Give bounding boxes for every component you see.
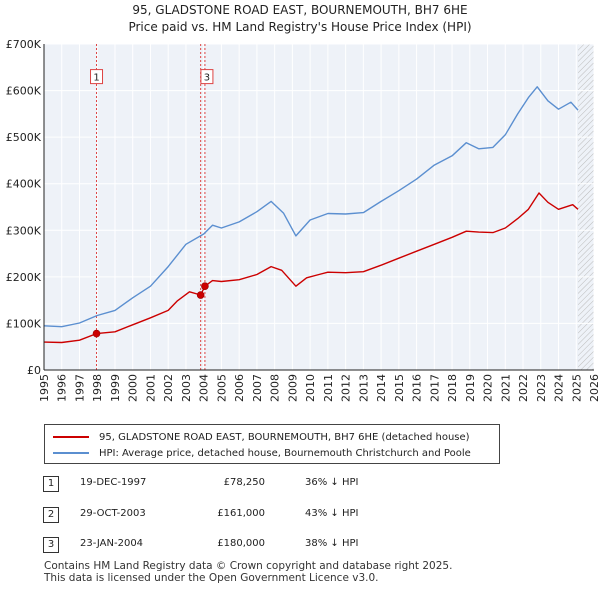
sale-point-1 — [92, 329, 101, 338]
x-tick-label: 1996 — [56, 374, 69, 402]
y-tick-label: £200K — [6, 271, 42, 284]
x-tick-label: 2000 — [127, 374, 140, 402]
x-tick-label: 2020 — [482, 374, 495, 402]
footer-line-1: Contains HM Land Registry data © Crown c… — [44, 560, 453, 572]
x-tick-label: 2007 — [251, 374, 264, 402]
transaction-number: 1 — [43, 476, 59, 492]
y-tick-label: £300K — [6, 224, 42, 237]
x-tick-label: 2005 — [215, 374, 228, 402]
x-tick-label: 2011 — [322, 374, 335, 402]
x-tick-label: 2021 — [499, 374, 512, 402]
transaction-price: £78,250 — [223, 477, 265, 488]
x-tick-label: 2018 — [446, 374, 459, 402]
sale-point-2 — [196, 291, 205, 299]
y-tick-label: £0 — [27, 364, 41, 377]
plot-area — [44, 44, 594, 370]
transaction-price: £161,000 — [217, 508, 265, 519]
legend-item-property: 95, GLADSTONE ROAD EAST, BOURNEMOUTH, BH… — [53, 430, 470, 444]
x-tick-label: 2023 — [535, 374, 548, 402]
x-tick-label: 2022 — [517, 374, 530, 402]
transaction-row: 2 29-OCT-2003 £161,000 43% ↓ HPI — [0, 507, 600, 523]
series-line-hpi — [43, 86, 579, 328]
x-tick-label: 2010 — [304, 374, 317, 402]
x-tick-label: 2026 — [588, 374, 600, 402]
x-tick-label: 2012 — [340, 374, 353, 402]
legend-label-property: 95, GLADSTONE ROAD EAST, BOURNEMOUTH, BH… — [99, 431, 470, 443]
transaction-date: 29-OCT-2003 — [80, 508, 146, 519]
x-tick-label: 2008 — [269, 374, 282, 402]
y-tick-label: £500K — [6, 131, 42, 144]
legend-swatch-property — [53, 436, 89, 438]
transaction-number: 3 — [43, 537, 59, 553]
transaction-row: 1 19-DEC-1997 £78,250 36% ↓ HPI — [0, 476, 600, 492]
chart-title: 95, GLADSTONE ROAD EAST, BOURNEMOUTH, BH… — [132, 3, 468, 17]
legend-item-hpi: HPI: Average price, detached house, Bour… — [53, 446, 471, 460]
x-tick-label: 2002 — [162, 374, 175, 402]
x-tick-label: 2017 — [428, 374, 441, 402]
marker-label-1: 1 — [93, 73, 99, 84]
sale-point-3 — [201, 282, 209, 290]
footer: Contains HM Land Registry data © Crown c… — [44, 560, 452, 584]
y-tick-label: £700K — [6, 38, 42, 51]
marker-box-3 — [200, 69, 214, 85]
transaction-date: 23-JAN-2004 — [80, 538, 144, 549]
x-tick-label: 2024 — [553, 374, 566, 402]
transaction-hpi: 38% ↓ HPI — [305, 538, 359, 549]
x-tick-label: 1998 — [91, 374, 104, 402]
x-tick-label: 2014 — [375, 374, 388, 402]
marker-label-3: 3 — [204, 73, 210, 84]
legend-swatch-hpi — [53, 452, 89, 454]
transaction-row: 3 23-JAN-2004 £180,000 38% ↓ HPI — [0, 537, 600, 553]
chart-subtitle: Price paid vs. HM Land Registry's House … — [128, 20, 472, 34]
x-tick-label: 1997 — [73, 374, 86, 402]
x-tick-label: 2016 — [411, 374, 424, 402]
transaction-price: £180,000 — [217, 538, 265, 549]
x-tick-label: 2003 — [180, 374, 193, 402]
x-tick-label: 2009 — [286, 374, 299, 402]
marker-box-1 — [90, 69, 104, 85]
x-tick-label: 1999 — [109, 374, 122, 402]
forecast-hatch — [578, 44, 594, 370]
x-tick-label: 2015 — [393, 374, 406, 402]
y-tick-label: £400K — [6, 178, 42, 191]
transaction-number: 2 — [43, 507, 59, 523]
y-tick-label: £600K — [6, 85, 42, 98]
x-tick-label: 2013 — [357, 374, 370, 402]
x-tick-label: 2004 — [198, 374, 211, 402]
transaction-hpi: 36% ↓ HPI — [305, 477, 359, 488]
transaction-hpi: 43% ↓ HPI — [305, 508, 359, 519]
footer-line-2: This data is licensed under the Open Gov… — [44, 572, 379, 584]
x-tick-label: 2006 — [233, 374, 246, 402]
price-chart: £0 £100K £200K £300K £400K £500K £600K £700K 199… — [6, 38, 600, 402]
x-tick-label: 2025 — [570, 374, 583, 402]
x-tick-label: 2001 — [144, 374, 157, 402]
legend: 95, GLADSTONE ROAD EAST, BOURNEMOUTH, BH… — [44, 424, 500, 464]
y-tick-label: £100K — [6, 317, 42, 330]
transaction-date: 19-DEC-1997 — [80, 477, 147, 488]
legend-label-hpi: HPI: Average price, detached house, Bour… — [99, 447, 471, 459]
x-tick-label: 2019 — [464, 374, 477, 402]
series-line-property — [43, 192, 579, 344]
x-tick-label: 1995 — [38, 374, 51, 402]
